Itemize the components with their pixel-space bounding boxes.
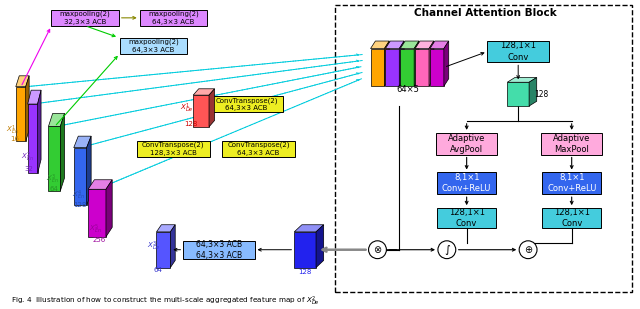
Polygon shape bbox=[16, 87, 26, 141]
Text: 128,1×1
Conv: 128,1×1 Conv bbox=[554, 208, 589, 228]
Polygon shape bbox=[371, 49, 385, 86]
Polygon shape bbox=[88, 189, 106, 237]
Text: 128: 128 bbox=[74, 202, 87, 208]
Text: maxpooling(2)
64,3×3 ACB: maxpooling(2) 64,3×3 ACB bbox=[128, 39, 179, 53]
Polygon shape bbox=[106, 180, 112, 237]
Bar bbox=[437, 172, 497, 194]
Polygon shape bbox=[444, 41, 449, 86]
Text: $X^3_{De}$: $X^3_{De}$ bbox=[147, 240, 161, 253]
Polygon shape bbox=[193, 95, 209, 127]
Polygon shape bbox=[170, 225, 175, 268]
Circle shape bbox=[519, 241, 537, 259]
Text: 128: 128 bbox=[298, 269, 312, 274]
Text: 8,1×1
Conv+ReLU: 8,1×1 Conv+ReLU bbox=[442, 173, 492, 193]
Text: ∫: ∫ bbox=[444, 245, 450, 255]
Polygon shape bbox=[429, 41, 434, 86]
Bar bbox=[210, 96, 284, 112]
Text: Adaptive
AvgPool: Adaptive AvgPool bbox=[448, 133, 485, 154]
Polygon shape bbox=[385, 41, 404, 49]
Text: Fig. 4  Illustration of how to construct the multi-scale aggregated feature map : Fig. 4 Illustration of how to construct … bbox=[11, 294, 319, 308]
Polygon shape bbox=[508, 78, 537, 82]
Text: maxpooling(2)
32,3×3 ACB: maxpooling(2) 32,3×3 ACB bbox=[60, 11, 111, 25]
Text: ConvTranspose(2)
128,3×3 ACB: ConvTranspose(2) 128,3×3 ACB bbox=[142, 142, 205, 156]
Text: $X^3_{En}$: $X^3_{En}$ bbox=[46, 172, 59, 186]
Bar bbox=[137, 141, 210, 157]
Bar bbox=[541, 133, 602, 154]
Polygon shape bbox=[371, 41, 389, 49]
Polygon shape bbox=[86, 136, 91, 205]
Text: 128: 128 bbox=[534, 90, 548, 99]
Polygon shape bbox=[38, 90, 41, 173]
Text: 128,1×1
Conv: 128,1×1 Conv bbox=[500, 41, 536, 61]
Polygon shape bbox=[400, 49, 414, 86]
Text: 64,3×3 ACB
64,3×3 ACB: 64,3×3 ACB 64,3×3 ACB bbox=[196, 240, 242, 260]
Polygon shape bbox=[88, 180, 112, 189]
Text: 256: 256 bbox=[92, 237, 106, 243]
Polygon shape bbox=[16, 76, 29, 87]
Polygon shape bbox=[414, 41, 419, 86]
Bar bbox=[183, 241, 255, 259]
Circle shape bbox=[369, 241, 387, 259]
Text: 64×5: 64×5 bbox=[397, 85, 420, 94]
Text: $X^4_{En}$: $X^4_{En}$ bbox=[72, 188, 84, 201]
Text: $X^1_{En}$: $X^1_{En}$ bbox=[6, 124, 19, 137]
Polygon shape bbox=[209, 89, 214, 127]
Polygon shape bbox=[430, 41, 449, 49]
Polygon shape bbox=[193, 89, 214, 95]
Text: $X^2_{En}$: $X^2_{En}$ bbox=[21, 150, 34, 164]
Text: ConvTranspose(2)
64,3×3 ACB: ConvTranspose(2) 64,3×3 ACB bbox=[216, 97, 278, 111]
Text: $X^1_{De}$: $X^1_{De}$ bbox=[180, 101, 194, 115]
Polygon shape bbox=[430, 49, 444, 86]
Polygon shape bbox=[49, 126, 60, 191]
Polygon shape bbox=[316, 225, 324, 268]
Bar bbox=[542, 208, 602, 228]
Polygon shape bbox=[60, 113, 65, 191]
Polygon shape bbox=[49, 113, 65, 126]
Polygon shape bbox=[415, 49, 429, 86]
Polygon shape bbox=[385, 49, 399, 86]
Bar bbox=[437, 208, 497, 228]
Polygon shape bbox=[529, 78, 537, 106]
Polygon shape bbox=[74, 136, 91, 148]
Bar bbox=[488, 40, 549, 62]
Polygon shape bbox=[28, 104, 38, 173]
Text: Channel Attention Block: Channel Attention Block bbox=[414, 8, 557, 18]
Bar bbox=[335, 5, 632, 292]
Polygon shape bbox=[399, 41, 404, 86]
Bar bbox=[140, 10, 207, 26]
Text: 16: 16 bbox=[10, 136, 19, 142]
Text: ⊕: ⊕ bbox=[524, 245, 532, 255]
Polygon shape bbox=[157, 232, 170, 268]
Bar bbox=[51, 10, 119, 26]
Text: 64: 64 bbox=[50, 186, 59, 192]
Polygon shape bbox=[415, 41, 434, 49]
Polygon shape bbox=[294, 232, 316, 268]
Polygon shape bbox=[385, 41, 389, 86]
Text: 128,1×1
Conv: 128,1×1 Conv bbox=[449, 208, 484, 228]
Text: 32: 32 bbox=[24, 167, 33, 172]
Polygon shape bbox=[157, 225, 175, 232]
Polygon shape bbox=[74, 148, 86, 205]
Text: 8,1×1
Conv+ReLU: 8,1×1 Conv+ReLU bbox=[547, 173, 596, 193]
Bar bbox=[542, 172, 602, 194]
Text: 128: 128 bbox=[184, 121, 198, 127]
Polygon shape bbox=[400, 41, 419, 49]
Bar bbox=[222, 141, 295, 157]
Text: maxpooling(2)
64,3×3 ACB: maxpooling(2) 64,3×3 ACB bbox=[148, 11, 198, 25]
Text: $X^5_{En}$: $X^5_{En}$ bbox=[88, 223, 102, 236]
Text: ⊗: ⊗ bbox=[373, 245, 381, 255]
Bar bbox=[436, 133, 497, 154]
Polygon shape bbox=[28, 90, 41, 104]
Polygon shape bbox=[26, 76, 29, 141]
Text: 64: 64 bbox=[153, 267, 162, 273]
Bar bbox=[120, 38, 188, 53]
Text: Adaptive
MaxPool: Adaptive MaxPool bbox=[553, 133, 590, 154]
Polygon shape bbox=[508, 82, 529, 106]
Text: ConvTranspose(2)
64,3×3 ACB: ConvTranspose(2) 64,3×3 ACB bbox=[227, 142, 290, 156]
Circle shape bbox=[438, 241, 456, 259]
Polygon shape bbox=[294, 225, 324, 232]
